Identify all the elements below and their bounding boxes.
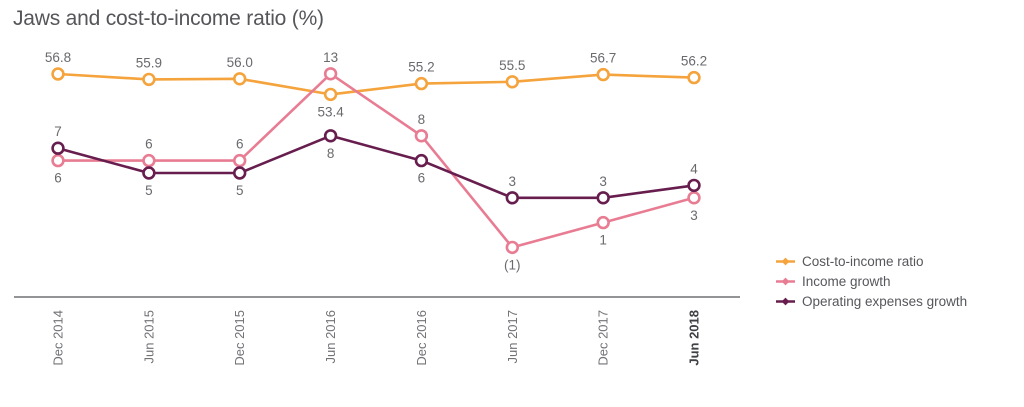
legend-item-operating-expenses-growth: Operating expenses growth: [776, 291, 967, 311]
data-point-label-cost-to-income-ratio: 56.0: [227, 55, 253, 70]
chart-legend: Cost-to-income ratio Income growth Operati…: [776, 251, 967, 311]
data-point-marker-cost-to-income-ratio: [233, 72, 247, 86]
data-point-marker-cost-to-income-ratio: [142, 72, 156, 87]
data-point-label-operating-expenses-growth: 8: [327, 146, 335, 161]
data-point-label-cost-to-income-ratio: 56.7: [590, 51, 616, 66]
data-point-marker-cost-to-income-ratio: [414, 76, 429, 91]
data-point-label-cost-to-income-ratio: 55.5: [499, 58, 525, 73]
data-point-label-income-growth: 8: [418, 112, 426, 127]
legend-item-cost-to-income-ratio: Cost-to-income ratio: [776, 251, 967, 271]
x-axis-tick-label: Jun 2016: [323, 310, 338, 364]
x-axis-tick-label: Dec 2014: [51, 310, 66, 366]
data-point-marker-income-growth: [233, 153, 247, 168]
data-point-label-income-growth: 6: [54, 171, 62, 186]
data-point-marker-cost-to-income-ratio: [323, 87, 338, 102]
data-point-marker-cost-to-income-ratio: [505, 75, 519, 89]
data-point-marker-income-growth: [142, 153, 156, 168]
data-point-marker-income-growth: [687, 191, 701, 205]
data-point-label-operating-expenses-growth: 4: [690, 161, 698, 176]
data-point-marker-operating-expenses-growth: [687, 178, 701, 193]
x-axis-tick-label: Dec 2015: [232, 310, 247, 366]
data-point-label-operating-expenses-growth: 3: [599, 174, 607, 189]
data-point-marker-operating-expenses-growth: [51, 141, 65, 155]
data-point-label-cost-to-income-ratio: 55.2: [408, 60, 434, 75]
data-point-marker-cost-to-income-ratio: [51, 67, 65, 81]
data-point-label-income-growth: 3: [690, 208, 698, 223]
legend-line-marker-icon: [776, 277, 795, 285]
legend-label: Cost-to-income ratio: [802, 253, 924, 269]
data-point-marker-operating-expenses-growth: [323, 129, 338, 143]
x-axis-tick-label: Jun 2015: [141, 310, 156, 364]
data-point-label-operating-expenses-growth: 6: [418, 171, 426, 186]
chart-title: Jaws and cost-to-income ratio (%): [13, 7, 324, 30]
data-point-label-operating-expenses-growth: 5: [236, 183, 244, 198]
data-point-marker-cost-to-income-ratio: [596, 67, 610, 82]
data-point-label-cost-to-income-ratio: 56.8: [45, 50, 71, 65]
data-point-marker-operating-expenses-growth: [233, 166, 247, 180]
legend-label: Income growth: [802, 273, 891, 289]
data-point-marker-operating-expenses-growth: [414, 153, 429, 168]
legend-label: Operating expenses growth: [802, 293, 968, 309]
data-point-marker-income-growth: [596, 215, 610, 230]
legend-line-marker-icon: [776, 297, 795, 305]
data-point-marker-income-growth: [414, 129, 429, 143]
data-point-label-income-growth: 1: [599, 233, 607, 248]
data-point-marker-operating-expenses-growth: [142, 166, 156, 180]
x-axis-tick-label: Jun 2017: [505, 310, 520, 364]
data-point-label-income-growth: 13: [323, 50, 338, 65]
data-point-marker-operating-expenses-growth: [505, 191, 519, 205]
series-line-operating-expenses-growth: [56, 134, 696, 200]
data-point-label-cost-to-income-ratio: 55.9: [136, 55, 162, 70]
data-point-marker-income-growth: [51, 153, 65, 168]
data-point-label-income-growth: 6: [236, 137, 244, 152]
x-axis-tick-label: Dec 2016: [414, 310, 429, 366]
data-point-marker-cost-to-income-ratio: [687, 70, 701, 85]
data-point-label-income-growth: (1): [504, 257, 521, 272]
data-point-label-income-growth: 6: [145, 137, 153, 152]
x-axis-tick-label: Jun 2018: [687, 310, 702, 366]
data-point-label-operating-expenses-growth: 7: [54, 124, 62, 139]
x-axis-tick-label: Dec 2017: [596, 310, 611, 366]
data-point-label-cost-to-income-ratio: 56.2: [681, 54, 707, 69]
data-point-marker-income-growth: [505, 240, 519, 255]
legend-line-marker-icon: [776, 257, 795, 265]
data-point-marker-operating-expenses-growth: [596, 191, 610, 205]
series-line-cost-to-income-ratio: [56, 72, 696, 96]
data-point-marker-income-growth: [323, 67, 338, 81]
data-point-label-operating-expenses-growth: 3: [509, 174, 517, 189]
data-point-label-operating-expenses-growth: 5: [145, 183, 153, 198]
series-line-income-growth: [56, 72, 696, 249]
legend-item-income-growth: Income growth: [776, 271, 967, 291]
data-point-label-cost-to-income-ratio: 53.4: [317, 104, 344, 119]
